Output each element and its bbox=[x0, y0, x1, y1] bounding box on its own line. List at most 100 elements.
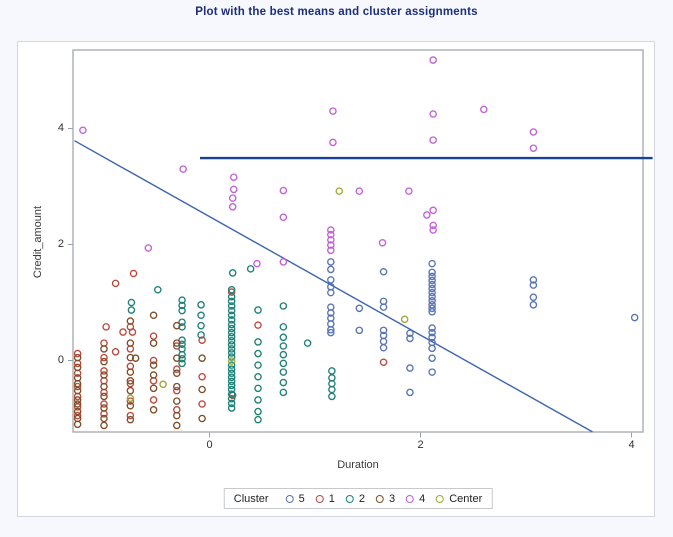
data-point-cluster-2 bbox=[227, 361, 236, 369]
data-point-cluster-1 bbox=[126, 411, 135, 420]
data-point-cluster-5 bbox=[355, 304, 364, 313]
data-point-cluster-3 bbox=[149, 361, 158, 369]
legend-marker-icon bbox=[285, 494, 294, 503]
data-point-cluster-5 bbox=[327, 265, 335, 274]
data-point-cluster-2 bbox=[303, 339, 312, 347]
data-point-cluster-1 bbox=[129, 269, 138, 278]
legend-marker-icon bbox=[436, 494, 445, 503]
data-point-cluster-1 bbox=[198, 400, 206, 408]
data-point-cluster-4 bbox=[329, 138, 337, 147]
data-point-cluster-3 bbox=[73, 363, 82, 372]
data-point-cluster-2 bbox=[227, 302, 236, 310]
data-point-cluster-5 bbox=[428, 328, 436, 337]
figure-panel bbox=[17, 41, 655, 517]
data-point-cluster-3 bbox=[149, 339, 158, 347]
data-point-cluster-5 bbox=[406, 364, 414, 372]
data-point-cluster-3 bbox=[100, 382, 108, 391]
data-point-cluster-5 bbox=[529, 276, 538, 284]
data-point-cluster-4 bbox=[279, 186, 288, 195]
data-point-cluster-4 bbox=[253, 259, 261, 268]
data-point-cluster-4 bbox=[480, 105, 488, 114]
data-point-cluster-2 bbox=[227, 349, 236, 357]
data-point-cluster-2 bbox=[227, 306, 236, 315]
data-point-cluster-4 bbox=[228, 203, 237, 211]
data-point-cluster-2 bbox=[227, 337, 236, 345]
data-point-cluster-3 bbox=[126, 377, 135, 385]
data-point-cluster-2 bbox=[254, 372, 262, 381]
data-point-cluster-5 bbox=[327, 276, 335, 284]
legend-marker-icon bbox=[375, 494, 384, 503]
data-point-cluster-3 bbox=[126, 368, 135, 376]
data-point-cluster-2 bbox=[227, 399, 236, 408]
data-point-cluster-2 bbox=[328, 367, 336, 375]
data-point-cluster-3 bbox=[126, 317, 135, 325]
data-point-cluster-2 bbox=[279, 350, 288, 359]
data-point-cluster-2 bbox=[227, 332, 236, 341]
data-point-cluster-2 bbox=[279, 378, 288, 387]
data-point-cluster-3 bbox=[149, 311, 158, 320]
data-point-cluster-1 bbox=[198, 372, 206, 381]
data-point-cluster-2 bbox=[279, 359, 288, 368]
data-point-cluster-2 bbox=[279, 323, 288, 331]
data-point-cluster-2 bbox=[197, 301, 205, 309]
data-point-cluster-5 bbox=[406, 388, 414, 397]
data-point-cluster-2 bbox=[254, 407, 262, 416]
data-point-cluster-1 bbox=[149, 332, 158, 340]
chart-title: Plot with the best means and cluster ass… bbox=[195, 6, 478, 18]
data-point-cluster-4 bbox=[429, 206, 437, 215]
data-point-cluster-5 bbox=[379, 326, 388, 335]
data-point-cluster-2 bbox=[328, 385, 336, 394]
data-point-cluster-3 bbox=[100, 421, 108, 430]
data-point-cluster-3 bbox=[198, 354, 206, 362]
data-point-cluster-2 bbox=[227, 353, 236, 361]
data-point-cluster-Center bbox=[335, 187, 344, 195]
data-point-cluster-2 bbox=[227, 373, 236, 382]
data-point-cluster-3 bbox=[131, 354, 140, 362]
data-point-cluster-3 bbox=[73, 420, 82, 429]
data-point-cluster-1 bbox=[100, 367, 108, 375]
data-point-cluster-3 bbox=[149, 384, 158, 393]
legend-item-label: 2 bbox=[358, 492, 365, 505]
data-point-cluster-5 bbox=[630, 313, 639, 322]
data-point-cluster-3 bbox=[198, 414, 206, 423]
data-point-cluster-5 bbox=[428, 276, 436, 285]
y-tick-label: 2 bbox=[57, 237, 64, 250]
data-point-cluster-4 bbox=[327, 230, 335, 239]
data-point-cluster-2 bbox=[279, 302, 288, 310]
data-point-cluster-2 bbox=[178, 354, 186, 363]
data-point-cluster-1 bbox=[149, 356, 158, 365]
data-point-cluster-2 bbox=[227, 395, 236, 403]
data-point-cluster-2 bbox=[254, 361, 262, 369]
data-point-cluster-2 bbox=[227, 316, 236, 324]
data-point-cluster-4 bbox=[229, 185, 238, 194]
data-point-cluster-3 bbox=[73, 379, 82, 388]
data-point-cluster-4 bbox=[429, 136, 437, 144]
data-point-cluster-3 bbox=[100, 345, 108, 353]
data-point-cluster-2 bbox=[197, 331, 205, 339]
data-point-cluster-Center bbox=[159, 380, 167, 389]
data-point-cluster-5 bbox=[529, 293, 538, 302]
data-point-cluster-2 bbox=[227, 390, 236, 398]
legend-marker-icon bbox=[406, 494, 415, 503]
data-point-cluster-3 bbox=[73, 396, 82, 404]
legend-item-label: Center bbox=[449, 492, 483, 505]
legend-item-label: 5 bbox=[298, 492, 305, 505]
data-point-cluster-1 bbox=[111, 348, 120, 356]
data-point-cluster-5 bbox=[428, 301, 436, 309]
data-point-cluster-5 bbox=[379, 267, 388, 276]
data-point-cluster-2 bbox=[227, 324, 236, 333]
data-point-cluster-4 bbox=[327, 226, 335, 234]
data-point-cluster-2 bbox=[227, 292, 236, 301]
data-point-cluster-3 bbox=[126, 353, 135, 362]
data-point-cluster-2 bbox=[227, 385, 236, 394]
data-point-cluster-1 bbox=[198, 336, 206, 344]
data-point-cluster-2 bbox=[227, 404, 236, 412]
x-axis-label: Duration bbox=[337, 459, 379, 471]
data-point-cluster-4 bbox=[228, 194, 237, 202]
data-point-cluster-2 bbox=[227, 341, 236, 349]
data-point-cluster-5 bbox=[428, 280, 436, 289]
data-point-cluster-4 bbox=[329, 107, 337, 115]
data-point-cluster-2 bbox=[279, 333, 288, 342]
data-point-cluster-1 bbox=[73, 349, 82, 358]
